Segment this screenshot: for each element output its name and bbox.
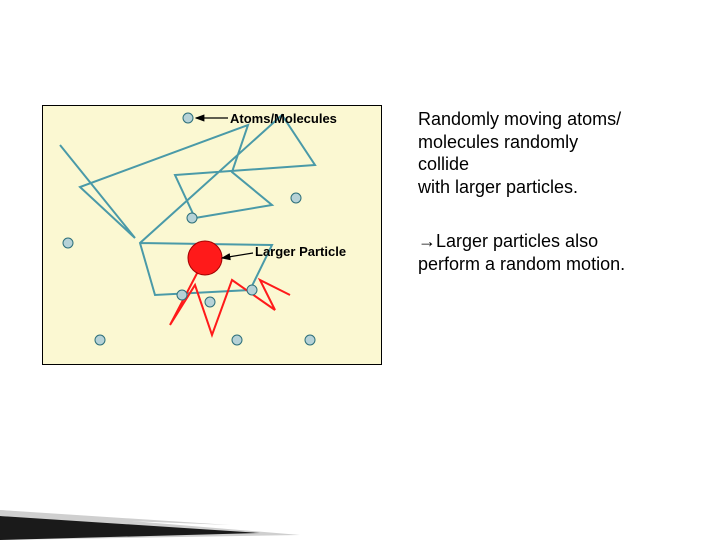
larger-label-arrow (222, 253, 253, 258)
atoms-label: Atoms/Molecules (230, 111, 337, 126)
atom (95, 335, 105, 345)
text-line: collide (418, 153, 625, 176)
atom (247, 285, 257, 295)
atom (232, 335, 242, 345)
text-line: →Larger particles also (418, 230, 625, 253)
atom (177, 290, 187, 300)
larger-particle-path (170, 258, 290, 335)
larger-particle (188, 241, 222, 275)
molecule-path (60, 115, 315, 295)
slide: Atoms/Molecules Larger Particle Randomly… (0, 0, 720, 540)
atom (63, 238, 73, 248)
explanation-text: Randomly moving atoms/ molecules randoml… (418, 108, 625, 275)
larger-particle-label: Larger Particle (255, 244, 346, 259)
atom (183, 113, 193, 123)
atom (305, 335, 315, 345)
text-line: perform a random motion. (418, 253, 625, 276)
spacer (418, 198, 625, 230)
text-line: molecules randomly (418, 131, 625, 154)
decorative-wedge (0, 470, 300, 540)
atom (291, 193, 301, 203)
text-line: Randomly moving atoms/ (418, 108, 625, 131)
atom (205, 297, 215, 307)
text-line: with larger particles. (418, 176, 625, 199)
atom (187, 213, 197, 223)
